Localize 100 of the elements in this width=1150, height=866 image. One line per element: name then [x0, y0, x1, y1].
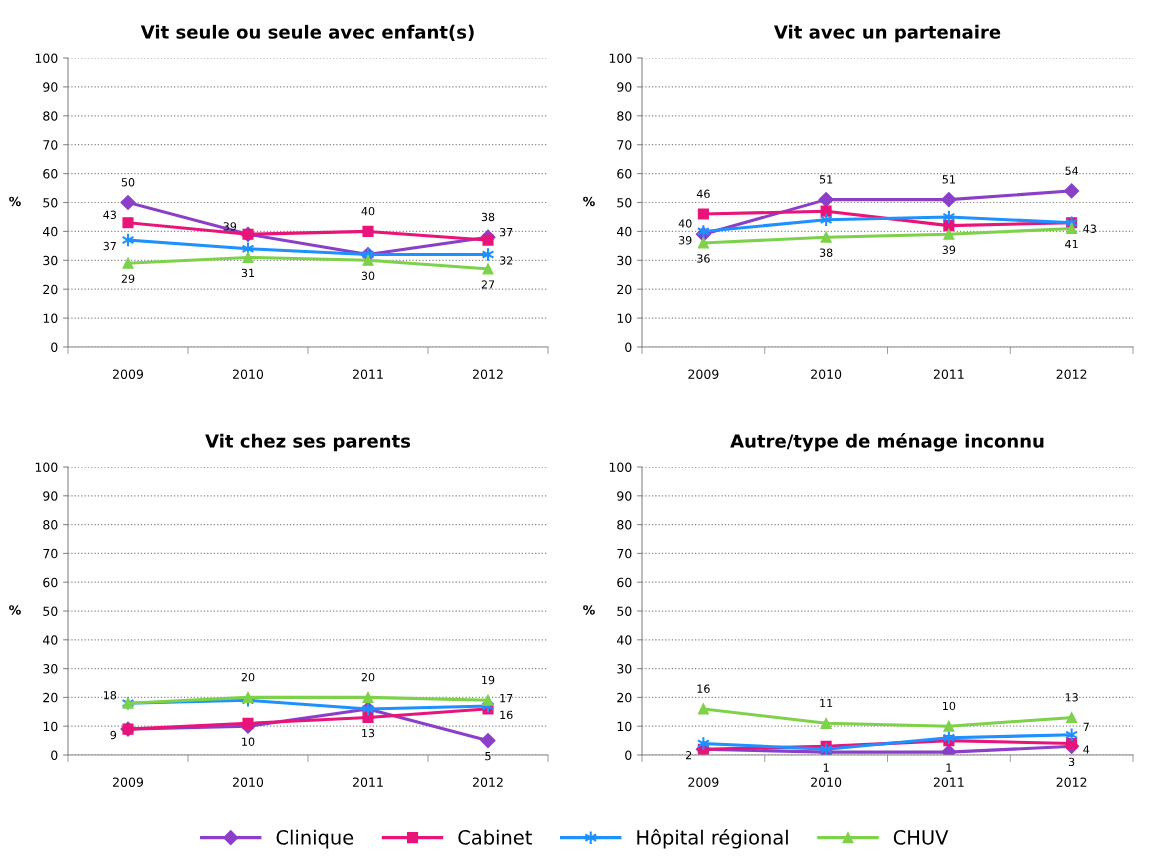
y-axis-title: %	[9, 196, 21, 207]
x-tick-label: 2010	[233, 777, 264, 787]
data-label: 51	[942, 175, 955, 184]
data-label: 29	[121, 274, 135, 283]
chart-title: Vit avec un partenaire	[773, 24, 1001, 43]
chart-title: Vit chez ses parents	[205, 433, 411, 452]
data-label: 20	[241, 672, 255, 682]
data-label: 13	[362, 728, 375, 738]
data-label: 54	[1065, 166, 1079, 175]
data-label: 37	[103, 241, 116, 251]
x-tick-label: 2012	[1056, 777, 1087, 787]
x-tick-label: 2011	[353, 369, 383, 379]
y-tick-label: 60	[43, 169, 58, 179]
data-label: 39	[678, 236, 692, 245]
y-tick-label: 30	[617, 664, 632, 674]
legend-label: Clinique	[276, 829, 354, 849]
y-tick-label: 10	[43, 721, 58, 732]
y-tick-label: 70	[617, 548, 632, 559]
y-tick-label: 100	[35, 53, 58, 63]
y-tick-label: 90	[43, 491, 58, 501]
chart-title: Autre/type de ménage inconnu	[730, 433, 1044, 452]
y-tick-label: 10	[617, 721, 632, 732]
y-tick-label: 70	[617, 140, 632, 150]
y-tick-label: 100	[35, 462, 58, 472]
y-tick-label: 50	[43, 606, 58, 616]
y-tick-label: 90	[617, 82, 632, 92]
data-label: 5	[485, 752, 491, 761]
data-label: 38	[819, 248, 833, 257]
chart-title: Vit seule ou seule avec enfant(s)	[140, 24, 474, 41]
x-tick-label: 2009	[113, 777, 144, 787]
y-tick-label: 20	[617, 692, 632, 703]
data-label: 32	[499, 256, 513, 265]
y-tick-label: 50	[617, 606, 632, 616]
data-label: 18	[103, 691, 117, 700]
data-label: 16	[697, 684, 710, 693]
x-tick-label: 2011	[933, 777, 964, 787]
data-label: 7	[1083, 722, 1089, 731]
x-tick-label: 2010	[811, 369, 842, 379]
data-label: 10	[242, 737, 255, 746]
x-tick-label: 2012	[473, 777, 503, 787]
y-tick-label: 10	[43, 313, 58, 324]
y-tick-label: 90	[617, 491, 632, 501]
data-label: 2	[686, 751, 692, 760]
y-tick-label: 80	[43, 111, 58, 121]
legend-label: Hôpital régional	[637, 828, 788, 849]
data-label: 1	[823, 763, 829, 772]
data-label: 16	[500, 710, 513, 720]
y-tick-label: 0	[625, 342, 632, 352]
data-label: 50	[121, 178, 135, 187]
data-label: 38	[481, 212, 495, 222]
y-axis-title: %	[9, 605, 21, 615]
y-tick-label: 70	[43, 548, 58, 559]
y-tick-label: 90	[43, 82, 58, 92]
x-tick-label: 2009	[688, 369, 719, 379]
data-label: 13	[1065, 693, 1078, 702]
y-tick-label: 30	[617, 255, 632, 266]
data-label: 27	[481, 280, 495, 289]
y-tick-label: 80	[617, 111, 632, 121]
x-tick-label: 2010	[811, 777, 842, 787]
y-tick-label: 60	[43, 577, 58, 588]
y-tick-label: 60	[617, 577, 632, 588]
data-label: 40	[678, 219, 692, 228]
y-tick-label: 40	[42, 635, 58, 645]
data-label: 41	[1065, 239, 1078, 249]
data-label: 31	[241, 268, 255, 278]
data-label: 51	[819, 175, 833, 184]
data-label: 9	[110, 730, 117, 740]
data-label: 17	[500, 694, 513, 703]
data-label: 3	[1068, 757, 1075, 767]
x-tick-label: 2010	[233, 369, 264, 379]
y-tick-label: 50	[617, 197, 632, 208]
data-label: 46	[696, 189, 710, 199]
y-axis-title: %	[583, 196, 595, 207]
data-label: 10	[943, 701, 956, 711]
x-tick-label: 2009	[688, 777, 719, 787]
data-label: 36	[697, 254, 710, 263]
y-tick-label: 50	[43, 197, 58, 208]
data-label: 19	[482, 675, 495, 685]
y-tick-label: 10	[617, 313, 632, 324]
y-tick-label: 80	[43, 520, 58, 530]
data-label: 11	[820, 699, 833, 708]
y-tick-label: 20	[43, 284, 58, 295]
y-tick-label: 20	[43, 692, 58, 703]
y-tick-label: 0	[51, 750, 58, 760]
x-tick-label: 2009	[113, 369, 144, 379]
y-tick-label: 70	[43, 140, 58, 150]
x-tick-label: 2012	[473, 369, 503, 379]
legend-label: CHUV	[893, 830, 949, 845]
x-tick-label: 2011	[933, 369, 964, 379]
x-tick-label: 2011	[353, 777, 383, 787]
data-label: 43	[1083, 224, 1096, 233]
y-tick-label: 40	[616, 635, 632, 645]
data-label: 40	[361, 206, 375, 216]
data-label: 20	[361, 672, 375, 682]
y-axis-title: %	[583, 605, 595, 615]
data-label: 37	[499, 227, 513, 237]
data-label: 43	[103, 210, 116, 220]
y-tick-label: 40	[42, 226, 58, 237]
data-label: 30	[361, 271, 375, 281]
y-tick-label: 60	[617, 169, 632, 179]
